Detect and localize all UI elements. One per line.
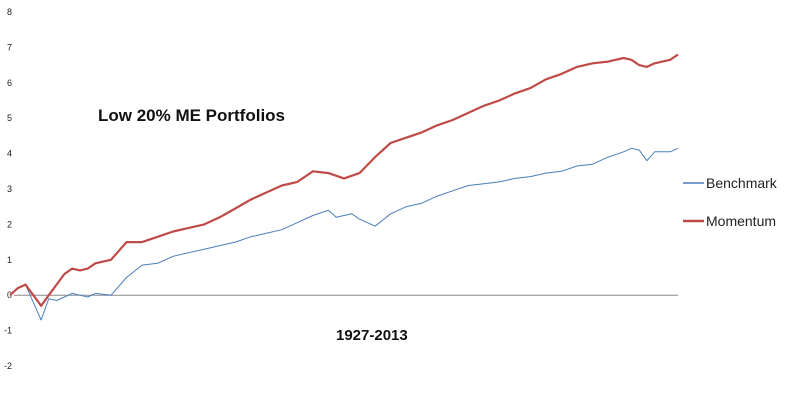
- series-line-benchmark: [9, 147, 679, 321]
- y-tick-label: 3: [7, 184, 12, 194]
- period-annotation: 1927-2013: [336, 327, 408, 344]
- series-line-momentum: [9, 53, 679, 307]
- y-tick-label: 0: [7, 290, 12, 300]
- y-axis-ticks: -2 -1 0 1 2 3 4 5 6 7 8: [4, 7, 12, 371]
- y-tick-label: 8: [7, 7, 12, 17]
- y-tick-label: 2: [7, 219, 12, 229]
- portfolio-annotation: Low 20% ME Portfolios: [98, 106, 285, 125]
- legend: Benchmark Momentum: [683, 175, 778, 229]
- y-tick-label: 5: [7, 113, 12, 123]
- y-tick-label: 4: [7, 149, 12, 159]
- y-tick-label: 7: [7, 42, 12, 52]
- y-tick-label: -2: [4, 361, 12, 371]
- y-tick-label: -1: [4, 326, 12, 336]
- legend-label-benchmark: Benchmark: [706, 175, 778, 191]
- legend-label-momentum: Momentum: [706, 213, 776, 229]
- y-tick-label: 1: [7, 255, 12, 265]
- series-layer: [9, 53, 679, 321]
- y-tick-label: 6: [7, 78, 12, 88]
